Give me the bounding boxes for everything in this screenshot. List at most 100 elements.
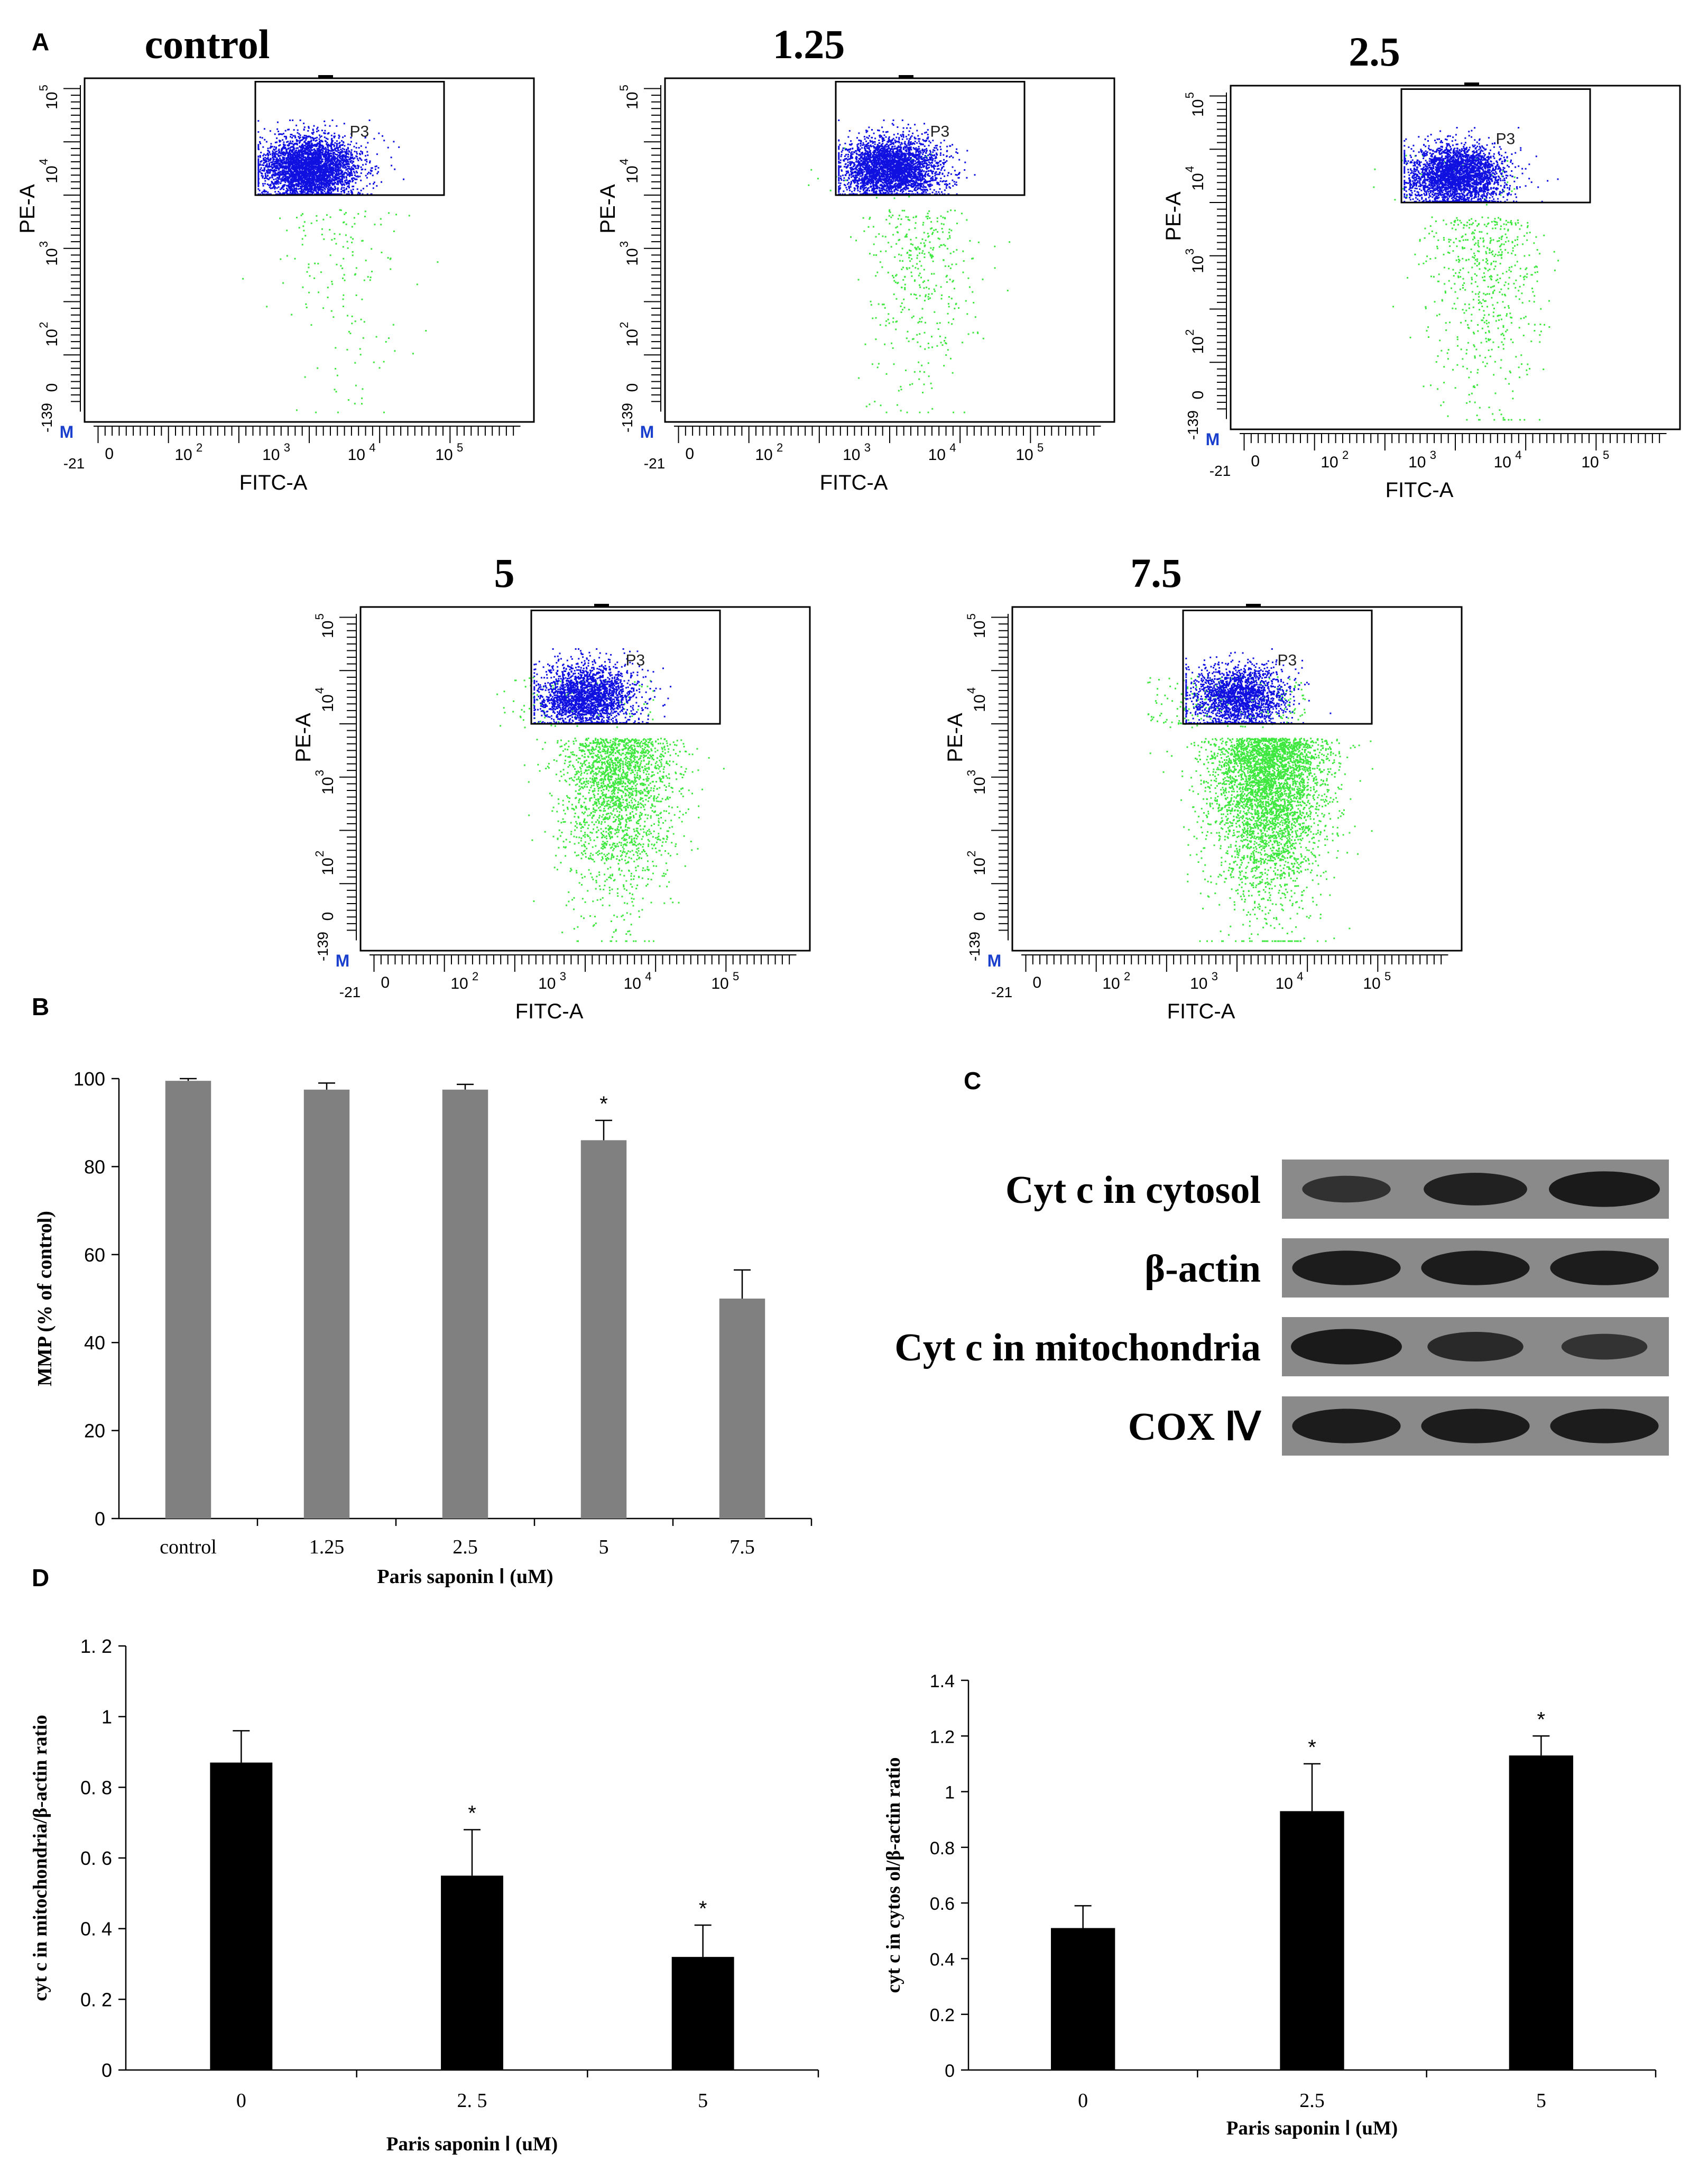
flow-x-tick-label: 10 bbox=[1494, 454, 1511, 471]
flow-y-label: PE-A bbox=[596, 184, 620, 234]
flow-x-label: FITC-A bbox=[239, 471, 308, 494]
bar bbox=[303, 1089, 350, 1519]
flow-x-tick-label-min: -21 bbox=[991, 984, 1012, 1000]
flow-x-label: FITC-A bbox=[515, 1000, 584, 1023]
blot-band bbox=[1424, 1173, 1527, 1206]
flow-plot-frame bbox=[84, 77, 535, 423]
flow-y-tick-label: 10 bbox=[43, 92, 61, 109]
flow-x-tick-label: 10 bbox=[1190, 975, 1207, 992]
bar bbox=[580, 1140, 627, 1519]
flow-scatter bbox=[1147, 648, 1373, 942]
flow-plot-title: control bbox=[145, 21, 270, 67]
flow-x-tick-label-min: -21 bbox=[339, 984, 361, 1000]
flow-x-label: FITC-A bbox=[1167, 1000, 1235, 1023]
flow-x-tick-label: 10 bbox=[538, 975, 556, 992]
flow-x-tick-label-zero: 0 bbox=[685, 445, 694, 463]
flow-y-tick-label: 10 bbox=[624, 248, 641, 265]
flow-x-label: FITC-A bbox=[820, 471, 888, 494]
flow-y-tick-exponent: 4 bbox=[1183, 166, 1196, 172]
flow-x-tick-label: 10 bbox=[435, 446, 453, 464]
flow-x-tick-exponent: 2 bbox=[196, 441, 202, 454]
flow-y-tick-exponent: 5 bbox=[617, 85, 631, 91]
flow-y-tick-label-min: -139 bbox=[619, 403, 635, 433]
flow-x-tick-label: 10 bbox=[1102, 975, 1120, 992]
x-tick-label: 2. 5 bbox=[457, 2090, 487, 2112]
flow-x-tick-exponent: 4 bbox=[1515, 448, 1521, 462]
blot-band bbox=[1291, 1329, 1402, 1365]
flow-x-tick-exponent: 3 bbox=[560, 970, 566, 983]
flow-x-tick-label-zero: 0 bbox=[1251, 453, 1260, 470]
blot-band bbox=[1292, 1409, 1401, 1443]
flow-y-tick-label-zero: 0 bbox=[319, 912, 337, 921]
flow-x-tick-exponent: 5 bbox=[1603, 448, 1609, 462]
flow-y-tick-label-min: -139 bbox=[315, 932, 331, 961]
significance-marker: * bbox=[699, 1897, 707, 1920]
flow-y-tick-label-min: -139 bbox=[39, 403, 55, 433]
flow-y-tick-label: 10 bbox=[319, 621, 337, 638]
flow-gated-events bbox=[533, 648, 671, 724]
flow-x-tick-label: 10 bbox=[755, 446, 772, 464]
flow-plot-5: 7.5-210 10 2 10 3 10 4 10 5FITC-AM-1390102103104… bbox=[944, 550, 1463, 1023]
flow-y-tick-label: 10 bbox=[1189, 336, 1207, 354]
panel-label-c: C bbox=[964, 1067, 981, 1094]
flow-y-tick-label: 10 bbox=[319, 694, 337, 712]
blot-band bbox=[1421, 1250, 1530, 1285]
flow-x-label: FITC-A bbox=[1386, 479, 1454, 502]
flow-y-tick-exponent: 5 bbox=[313, 613, 326, 620]
flow-scatter bbox=[808, 119, 1011, 413]
flow-marker-label: M bbox=[60, 422, 74, 441]
flow-x-tick-exponent: 4 bbox=[369, 441, 375, 454]
x-tick-label: 1.25 bbox=[309, 1536, 345, 1558]
flow-gate-p3 bbox=[835, 81, 1026, 196]
flow-gate-p3 bbox=[1400, 88, 1591, 204]
bar bbox=[442, 1089, 488, 1519]
blot-band bbox=[1550, 1250, 1659, 1285]
flow-y-tick-label: 10 bbox=[43, 165, 61, 183]
flow-plot-4: 5-210 10 2 10 3 10 4 10 5FITC-AM-139010210310410… bbox=[292, 550, 811, 1023]
flow-y-tick-exponent: 5 bbox=[965, 613, 978, 620]
flow-x-tick-label-min: -21 bbox=[644, 455, 665, 472]
flow-gate-label: P3 bbox=[1278, 652, 1297, 669]
flow-x-tick-exponent: 3 bbox=[1212, 970, 1218, 983]
y-tick-label: 1.2 bbox=[930, 1727, 955, 1747]
western-blot: Cyt c in cytosol β-actin Cyt c in mitochon… bbox=[894, 1160, 1669, 1456]
flow-gate-label: P3 bbox=[626, 652, 645, 669]
flow-x-tick-label-min: -21 bbox=[1210, 463, 1231, 479]
flow-plot-frame bbox=[1011, 606, 1463, 952]
blot-band bbox=[1549, 1171, 1660, 1207]
flow-y-tick-exponent: 5 bbox=[1183, 92, 1196, 98]
flow-x-tick-label: 10 bbox=[624, 975, 641, 992]
blot-row: Cyt c in mitochondria bbox=[894, 1317, 1669, 1376]
flow-y-tick-label-zero: 0 bbox=[43, 383, 61, 392]
flow-x-tick-exponent: 5 bbox=[457, 441, 463, 454]
y-tick-label: 1. 2 bbox=[80, 1635, 112, 1657]
flow-x-tick-exponent: 4 bbox=[1297, 970, 1303, 983]
x-tick-label: 0 bbox=[236, 2090, 246, 2112]
y-tick-label: 60 bbox=[84, 1244, 105, 1266]
flow-y-tick-label: 10 bbox=[43, 329, 61, 346]
flow-x-tick-label: 10 bbox=[262, 446, 280, 464]
flow-x-tick-label-zero: 0 bbox=[381, 974, 390, 991]
x-axis-label: Paris saponin Ⅰ (uM) bbox=[1226, 2118, 1398, 2139]
flow-y-tick-label: 10 bbox=[971, 858, 989, 875]
flow-top-marker bbox=[594, 604, 609, 606]
y-tick-label: 100 bbox=[73, 1068, 105, 1090]
flow-x-tick-label: 10 bbox=[1363, 975, 1380, 992]
flow-scatter bbox=[242, 119, 439, 413]
flow-top-marker bbox=[899, 75, 913, 78]
bar-chart-d-right: 0 0.2 0.4 0.6 0.8 1 1.2 1.4 0 2.5 * 5 * cyt c in cyto… bbox=[883, 1671, 1657, 2139]
flow-y-tick-exponent: 2 bbox=[617, 322, 631, 328]
y-tick-label: 0 bbox=[101, 2059, 112, 2081]
flow-y-label: PE-A bbox=[16, 184, 39, 234]
flow-y-tick-exponent: 2 bbox=[965, 851, 978, 857]
bar bbox=[441, 1875, 503, 2070]
bar bbox=[719, 1299, 765, 1519]
flow-plot-frame bbox=[1230, 85, 1681, 430]
y-tick-label: 0.2 bbox=[930, 2005, 955, 2026]
